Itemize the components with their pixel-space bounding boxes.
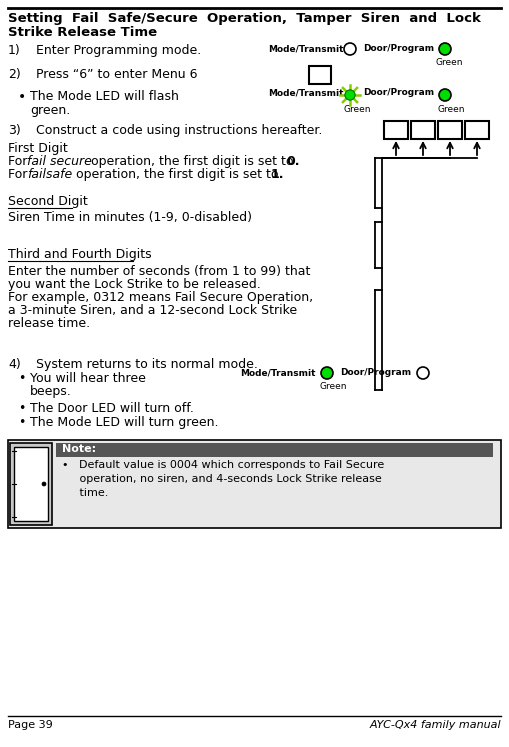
Text: ?: ? xyxy=(392,123,400,136)
Text: •: • xyxy=(18,402,25,415)
Text: 3): 3) xyxy=(8,124,21,137)
Text: operation, the first digit is set to: operation, the first digit is set to xyxy=(72,168,282,181)
Text: 6: 6 xyxy=(316,68,324,81)
Text: The Mode LED will turn green.: The Mode LED will turn green. xyxy=(30,416,218,429)
Text: Second Digit: Second Digit xyxy=(8,195,88,208)
Text: Green: Green xyxy=(320,382,348,391)
Text: operation, no siren, and 4-seconds Lock Strike release: operation, no siren, and 4-seconds Lock … xyxy=(62,474,382,484)
Text: System returns to its normal mode.: System returns to its normal mode. xyxy=(36,358,258,371)
Text: Door/Program: Door/Program xyxy=(340,368,411,377)
Circle shape xyxy=(345,90,355,100)
Text: The Mode LED will flash: The Mode LED will flash xyxy=(30,90,179,103)
Text: •: • xyxy=(18,416,25,429)
Text: Mode/Transmit: Mode/Transmit xyxy=(268,44,344,53)
Text: You will hear three: You will hear three xyxy=(30,372,146,385)
Text: First Digit: First Digit xyxy=(8,142,68,155)
Bar xyxy=(56,443,493,457)
Text: fail secure: fail secure xyxy=(27,155,92,168)
FancyBboxPatch shape xyxy=(465,121,489,139)
Text: •: • xyxy=(18,90,26,104)
Text: AYC-Qx4 family manual: AYC-Qx4 family manual xyxy=(370,720,501,730)
Text: 1): 1) xyxy=(8,44,21,57)
Text: For: For xyxy=(8,168,32,181)
Text: ?: ? xyxy=(419,123,427,136)
Text: Green: Green xyxy=(438,105,466,114)
Circle shape xyxy=(439,89,451,101)
Text: operation, the first digit is set to: operation, the first digit is set to xyxy=(87,155,297,168)
Text: Door/Program: Door/Program xyxy=(363,88,434,97)
Circle shape xyxy=(42,482,46,486)
Text: time.: time. xyxy=(62,488,108,498)
Text: Enter the number of seconds (from 1 to 99) that: Enter the number of seconds (from 1 to 9… xyxy=(8,265,310,278)
Text: release time.: release time. xyxy=(8,317,90,330)
Bar xyxy=(14,447,48,521)
Text: Strike Release Time: Strike Release Time xyxy=(8,26,157,39)
FancyBboxPatch shape xyxy=(438,121,462,139)
FancyBboxPatch shape xyxy=(411,121,435,139)
Text: 1.: 1. xyxy=(271,168,285,181)
Text: For example, 0312 means Fail Secure Operation,: For example, 0312 means Fail Secure Oper… xyxy=(8,291,313,304)
Text: For: For xyxy=(8,155,32,168)
Circle shape xyxy=(321,367,333,379)
Circle shape xyxy=(345,90,355,100)
Text: ?: ? xyxy=(446,123,454,136)
Text: green.: green. xyxy=(30,104,70,117)
Text: Siren Time in minutes (1-9, 0-disabled): Siren Time in minutes (1-9, 0-disabled) xyxy=(8,211,252,224)
Text: 0.: 0. xyxy=(286,155,299,168)
Circle shape xyxy=(439,43,451,55)
Text: a 3-minute Siren, and a 12-second Lock Strike: a 3-minute Siren, and a 12-second Lock S… xyxy=(8,304,297,317)
Text: you want the Lock Strike to be released.: you want the Lock Strike to be released. xyxy=(8,278,261,291)
Text: •: • xyxy=(18,372,25,385)
Circle shape xyxy=(344,43,356,55)
Text: Page 39: Page 39 xyxy=(8,720,53,730)
Text: beeps.: beeps. xyxy=(30,385,72,398)
FancyBboxPatch shape xyxy=(384,121,408,139)
Text: Mode/Transmit: Mode/Transmit xyxy=(268,88,344,97)
Text: 2): 2) xyxy=(8,68,21,81)
Text: ?: ? xyxy=(473,123,480,136)
Text: Construct a code using instructions hereafter.: Construct a code using instructions here… xyxy=(36,124,322,137)
Text: The Door LED will turn off.: The Door LED will turn off. xyxy=(30,402,194,415)
Text: Green: Green xyxy=(436,58,464,67)
FancyBboxPatch shape xyxy=(309,66,331,84)
Text: Door/Program: Door/Program xyxy=(363,44,434,53)
Text: Green: Green xyxy=(344,105,372,114)
Text: failsafe: failsafe xyxy=(27,168,72,181)
Text: Setting  Fail  Safe/Secure  Operation,  Tamper  Siren  and  Lock: Setting Fail Safe/Secure Operation, Tamp… xyxy=(8,12,481,25)
Text: Enter Programming mode.: Enter Programming mode. xyxy=(36,44,201,57)
Text: Third and Fourth Digits: Third and Fourth Digits xyxy=(8,248,152,261)
Text: Press “6” to enter Menu 6: Press “6” to enter Menu 6 xyxy=(36,68,197,81)
Text: •   Default value is 0004 which corresponds to Fail Secure: • Default value is 0004 which correspond… xyxy=(62,460,384,470)
Text: Mode/Transmit: Mode/Transmit xyxy=(240,368,316,377)
Text: 4): 4) xyxy=(8,358,21,371)
Text: Note:: Note: xyxy=(62,444,96,454)
Bar xyxy=(8,440,501,528)
Circle shape xyxy=(417,367,429,379)
Bar xyxy=(10,443,52,525)
